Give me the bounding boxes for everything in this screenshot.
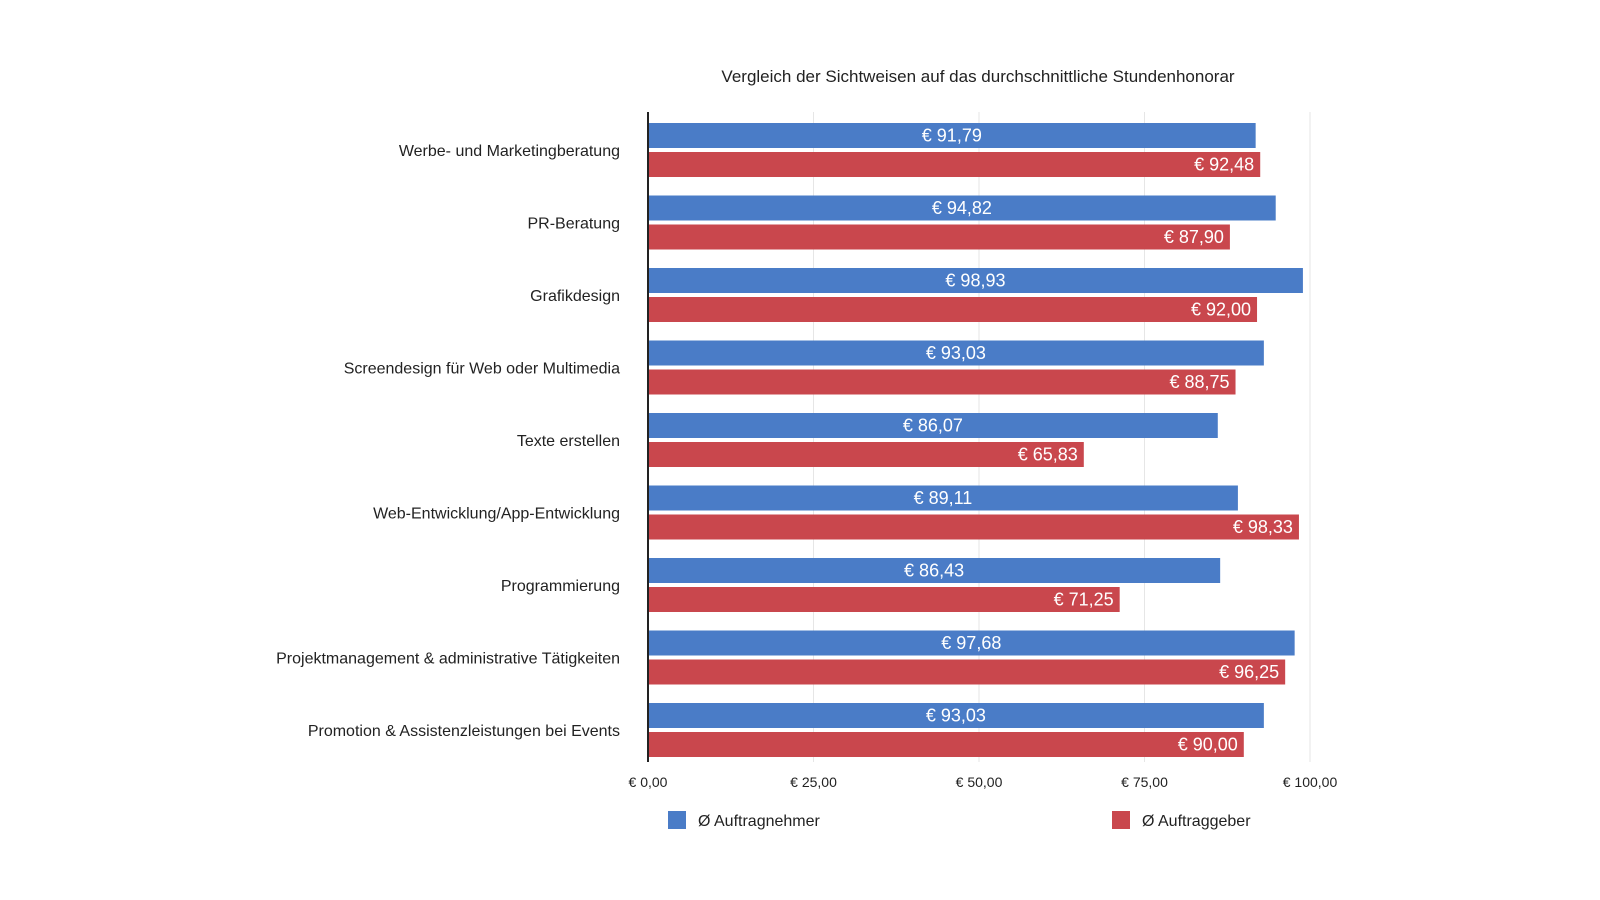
category-label: Programmierung — [501, 578, 620, 595]
bar — [648, 224, 1230, 250]
bar-value-label: € 88,75 — [1169, 372, 1229, 392]
legend-label: Ø Auftraggeber — [1142, 813, 1251, 830]
legend: Ø Auftragnehmer Ø Auftraggeber — [668, 811, 1251, 830]
bar-value-label: € 96,25 — [1219, 662, 1279, 682]
bar — [648, 123, 1256, 148]
bar-value-label: € 92,48 — [1194, 155, 1254, 175]
bar — [648, 413, 1218, 438]
x-tick-label: € 50,00 — [956, 774, 1003, 790]
legend-label: Ø Auftragnehmer — [698, 813, 821, 830]
bar — [648, 587, 1120, 612]
bar-value-label: € 93,03 — [926, 343, 986, 363]
bar — [648, 340, 1264, 366]
bar — [648, 732, 1244, 757]
bar-value-label: € 86,43 — [904, 561, 964, 581]
category-label: PR-Beratung — [528, 216, 621, 233]
bar — [648, 630, 1295, 656]
chart-title: Vergleich der Sichtweisen auf das durchs… — [721, 67, 1234, 86]
x-tick-label: € 75,00 — [1121, 774, 1168, 790]
category-label: Screendesign für Web oder Multimedia — [344, 361, 620, 378]
category-label: Web-Entwicklung/App-Entwicklung — [373, 506, 620, 523]
category-labels: Werbe- und Marketingberatung PR-Beratung G… — [276, 143, 620, 740]
x-tick-label: € 0,00 — [629, 774, 668, 790]
bar-value-label: € 65,83 — [1018, 445, 1078, 465]
bar — [648, 514, 1299, 540]
bars-layer: € 91,79 € 92,48 € 94,82 € 87,90 € 98,93 € 92,… — [648, 123, 1303, 757]
bar-value-label: € 91,79 — [922, 126, 982, 146]
bar — [648, 659, 1286, 685]
bar-value-label: € 97,68 — [941, 633, 1001, 653]
category-label: Grafikdesign — [530, 288, 620, 305]
x-axis: € 0,00 € 25,00 € 50,00 € 75,00 € 100,00 — [629, 112, 1338, 790]
bar — [648, 442, 1084, 467]
bar — [648, 268, 1303, 293]
bar-value-label: € 71,25 — [1054, 590, 1114, 610]
category-label: Texte erstellen — [517, 433, 620, 450]
x-tick-label: € 25,00 — [790, 774, 837, 790]
category-label: Promotion & Assistenzleistungen bei Even… — [308, 723, 620, 740]
category-label: Projektmanagement & administrative Tätig… — [276, 651, 620, 668]
bar — [648, 703, 1264, 728]
bar-value-label: € 94,82 — [932, 198, 992, 218]
bar — [648, 369, 1236, 395]
x-tick-label: € 100,00 — [1283, 774, 1338, 790]
bar-value-label: € 93,03 — [926, 706, 986, 726]
bar-value-label: € 90,00 — [1178, 735, 1238, 755]
category-label: Werbe- und Marketingberatung — [399, 143, 620, 160]
legend-swatch — [668, 811, 686, 829]
bar — [648, 558, 1221, 583]
bar-value-label: € 92,00 — [1191, 300, 1251, 320]
bar — [648, 297, 1258, 322]
bar-value-label: € 98,33 — [1233, 517, 1293, 537]
legend-swatch — [1112, 811, 1130, 829]
bar-value-label: € 87,90 — [1164, 227, 1224, 247]
bar — [648, 152, 1261, 177]
bar-value-label: € 98,93 — [945, 271, 1005, 291]
bar — [648, 485, 1238, 511]
bar — [648, 195, 1276, 221]
bar-value-label: € 86,07 — [903, 416, 963, 436]
bar-value-label: € 89,11 — [914, 488, 973, 508]
